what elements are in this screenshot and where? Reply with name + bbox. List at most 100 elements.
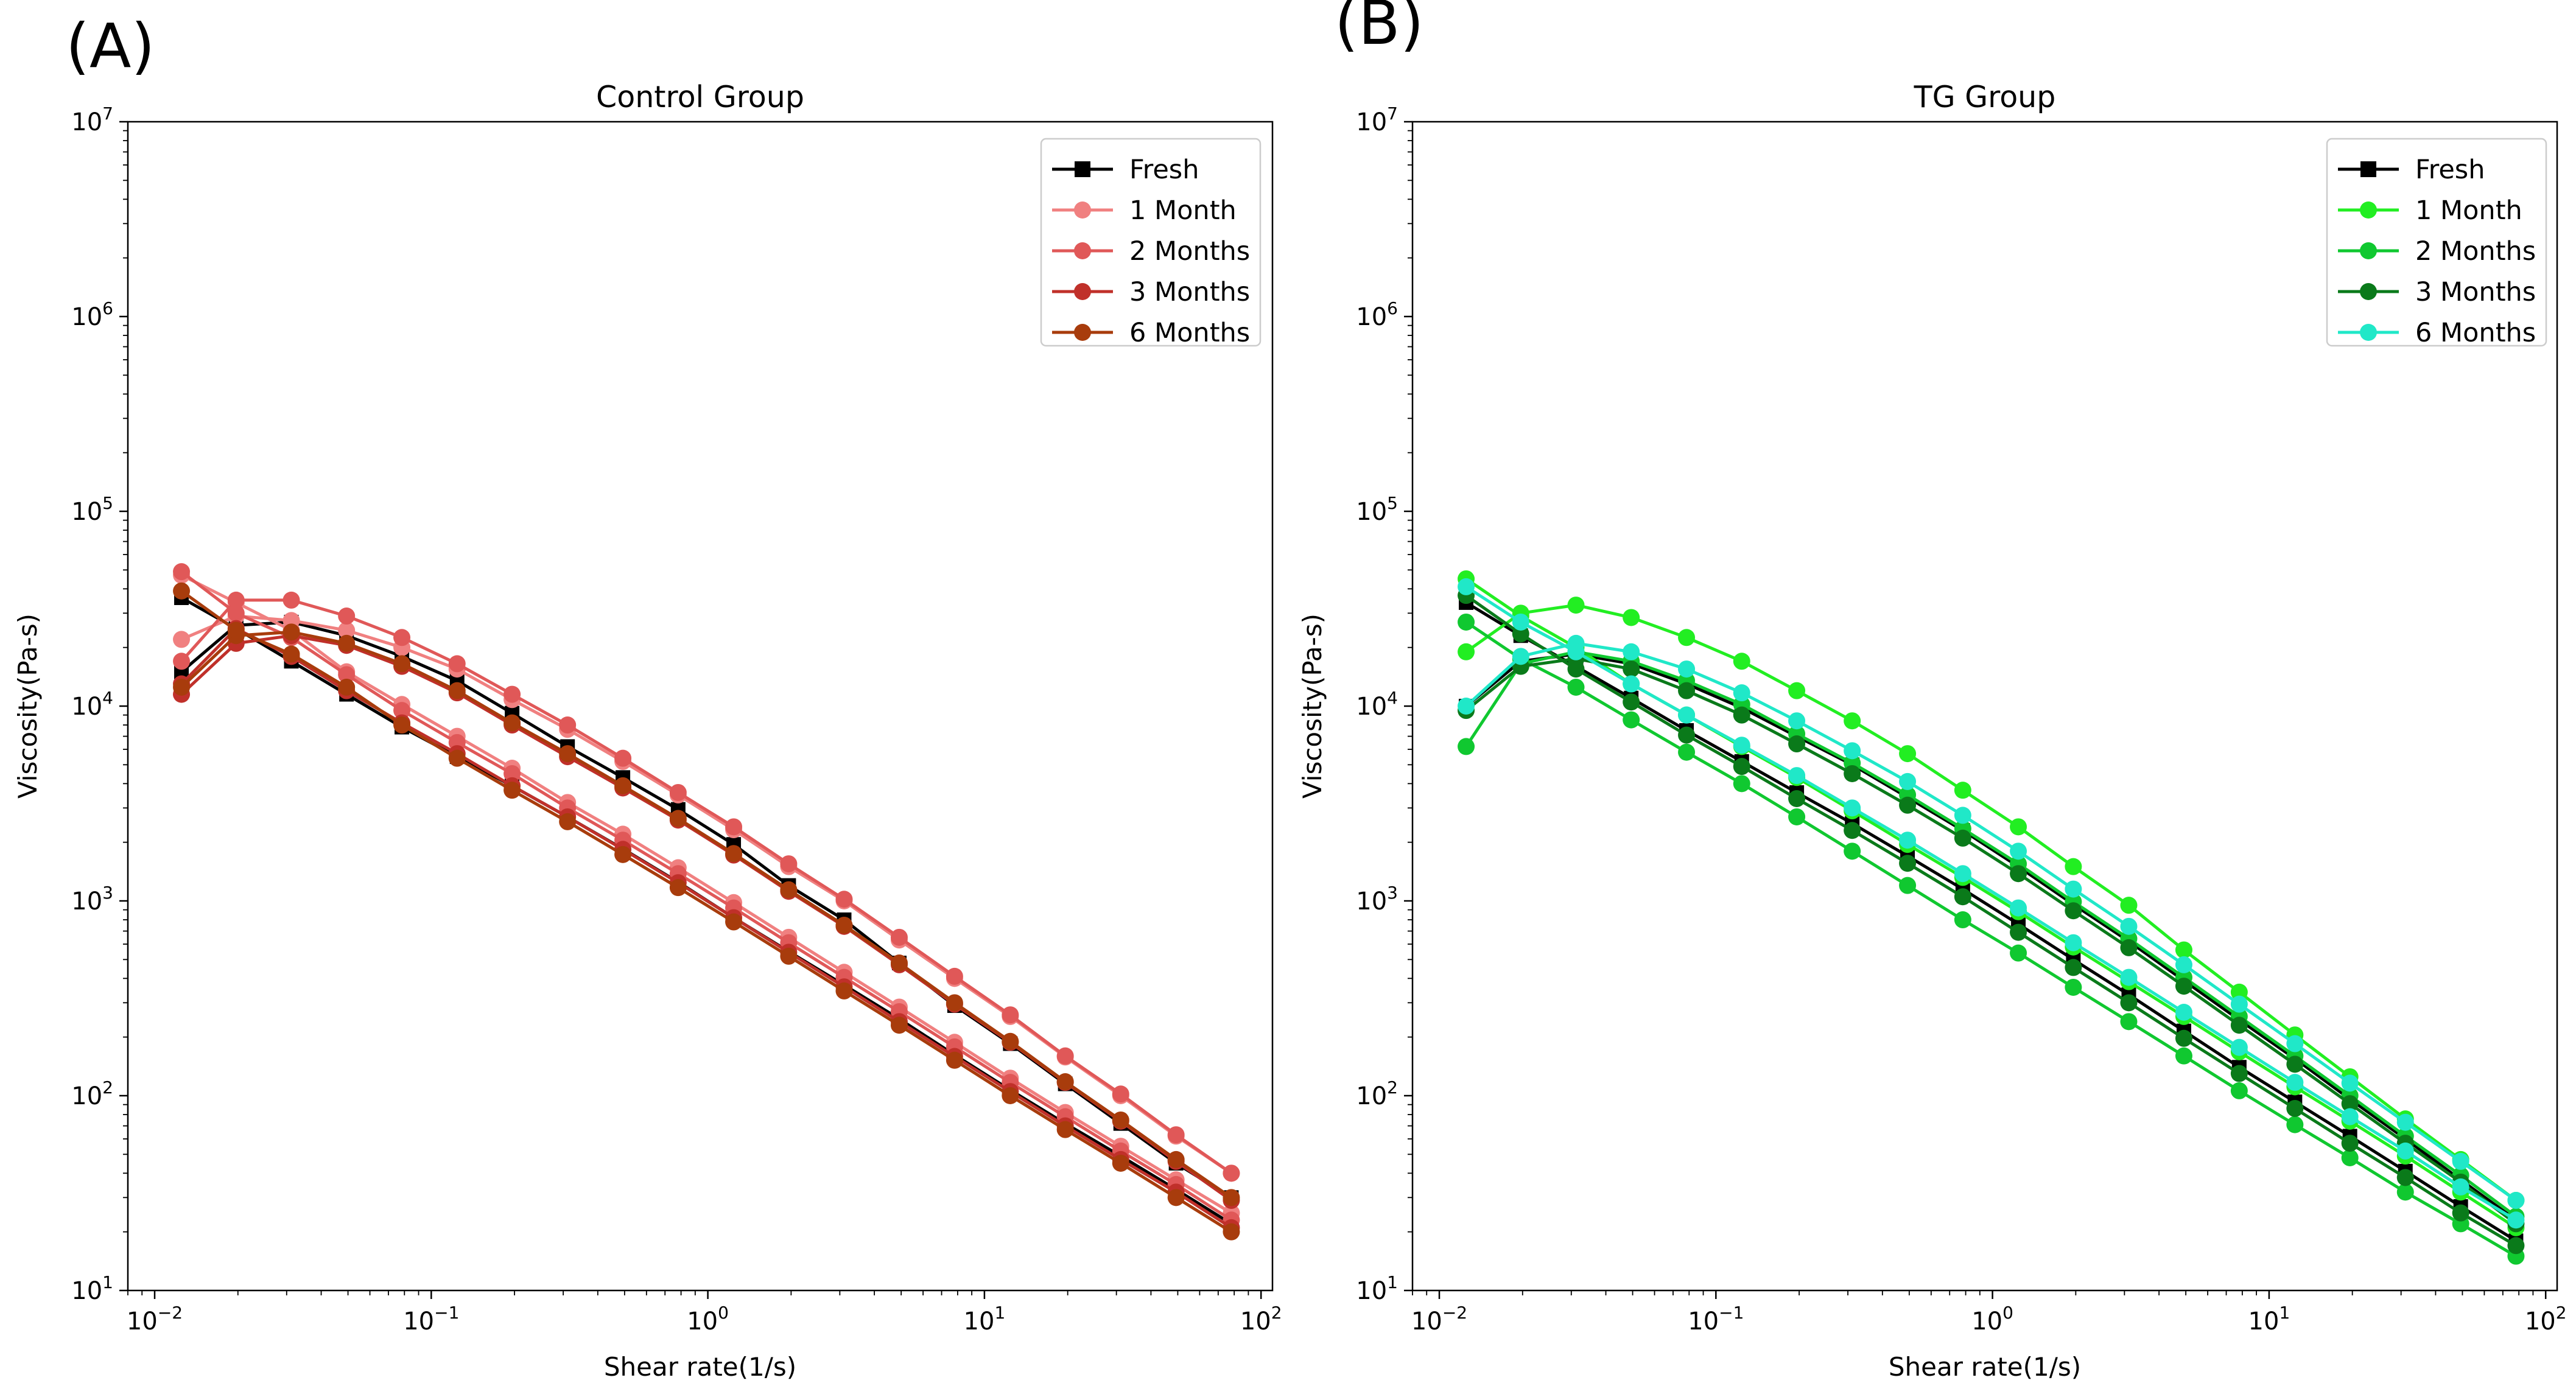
data-point [1623, 675, 1640, 693]
data-point [2120, 994, 2138, 1012]
data-point [1899, 796, 1917, 814]
data-point [2507, 1192, 2525, 1210]
legend: Fresh 1 Month 2 Months 3 Months 6 Months [1040, 138, 1262, 348]
data-point [227, 604, 245, 622]
data-point [1733, 653, 1750, 670]
data-point [1844, 799, 1861, 817]
data-point [890, 954, 908, 972]
data-point [559, 716, 577, 734]
series-line [1465, 620, 2517, 1258]
legend-label: Fresh [2415, 155, 2485, 185]
data-point [1678, 743, 1696, 761]
data-point [1223, 1164, 1240, 1182]
y-tick-label: 102 [71, 1077, 113, 1110]
data-point [283, 645, 300, 663]
x-tick-label: 102 [2525, 1303, 2567, 1336]
data-point [1002, 1006, 1019, 1024]
series-line [1465, 657, 2517, 1225]
legend-label: Fresh [1129, 155, 1199, 185]
data-point [504, 685, 521, 703]
data-point [1899, 832, 1917, 849]
data-point [1899, 855, 1917, 872]
data-point [2175, 941, 2192, 959]
data-point [227, 621, 245, 639]
y-axis-label: Viscosity(Pa-s) [1297, 614, 1327, 799]
data-point [1567, 643, 1585, 660]
data-point [1733, 706, 1750, 724]
data-point [2175, 978, 2192, 995]
data-point [504, 714, 521, 732]
data-point [1512, 613, 1529, 631]
data-point [338, 678, 356, 696]
panel-label-b: (B) [1335, 0, 1424, 58]
data-point [2065, 880, 2082, 898]
x-tick-label: 102 [1240, 1303, 1282, 1336]
data-point [2120, 917, 2138, 935]
series-line [1465, 603, 2517, 1202]
data-point [946, 1051, 963, 1069]
data-point [2065, 978, 2082, 996]
data-point [1223, 1189, 1240, 1206]
y-axis-label: Viscosity(Pa-s) [13, 614, 43, 799]
data-point [2507, 1237, 2525, 1255]
data-point [227, 591, 245, 609]
legend-label: 1 Month [1129, 195, 1237, 226]
data-point [2120, 897, 2138, 914]
panel-label-a: (A) [66, 10, 155, 82]
data-point [1512, 625, 1529, 643]
data-point [1788, 682, 1806, 699]
data-point [1678, 682, 1696, 699]
x-tick-label: 10−1 [403, 1303, 459, 1336]
data-point [1899, 877, 1917, 894]
data-point [2452, 1204, 2469, 1222]
data-point [2120, 939, 2138, 956]
y-tick-label: 106 [71, 298, 113, 331]
legend-marker [1075, 161, 1090, 177]
data-point [1623, 660, 1640, 678]
series-6-months [173, 582, 1240, 1241]
data-point [1112, 1111, 1129, 1129]
data-point [835, 891, 853, 908]
data-point [780, 947, 798, 965]
data-point [946, 967, 963, 985]
data-point [2396, 1113, 2414, 1131]
data-point [1788, 735, 1806, 753]
data-point [2286, 1074, 2304, 1091]
legend-marker [2360, 324, 2377, 341]
data-point [1112, 1085, 1129, 1103]
data-point [173, 653, 191, 670]
data-point [2065, 934, 2082, 951]
x-tick-label: 10−2 [127, 1303, 183, 1336]
legend-box [1040, 138, 1262, 347]
data-point [1733, 737, 1750, 754]
series-line [180, 598, 1232, 1175]
data-point [1899, 772, 1917, 790]
data-point [173, 563, 191, 581]
data-point [1954, 829, 1971, 847]
series-line [1465, 594, 2517, 1247]
legend-marker [1074, 283, 1091, 300]
data-point [2120, 968, 2138, 986]
data-point [780, 881, 798, 898]
data-point [2065, 858, 2082, 875]
legend-label: 2 Months [1129, 236, 1250, 267]
data-point [2396, 1183, 2414, 1201]
data-point [2341, 1108, 2359, 1126]
data-point [1458, 613, 1475, 631]
data-point [2452, 1178, 2469, 1196]
data-point [1844, 822, 1861, 839]
y-tick-label: 105 [1356, 493, 1398, 526]
x-tick-label: 101 [2248, 1303, 2290, 1336]
data-point [1002, 1087, 1019, 1104]
chart-title: TG Group [1914, 80, 2056, 114]
data-point [1678, 706, 1696, 724]
data-point [1844, 842, 1861, 860]
legend-label: 6 Months [2415, 318, 2536, 348]
data-point [1056, 1121, 1074, 1138]
data-point [2010, 818, 2027, 836]
y-tick-label: 107 [71, 103, 113, 136]
data-point [1844, 765, 1861, 782]
data-point [2010, 865, 2027, 883]
data-point [559, 813, 577, 830]
